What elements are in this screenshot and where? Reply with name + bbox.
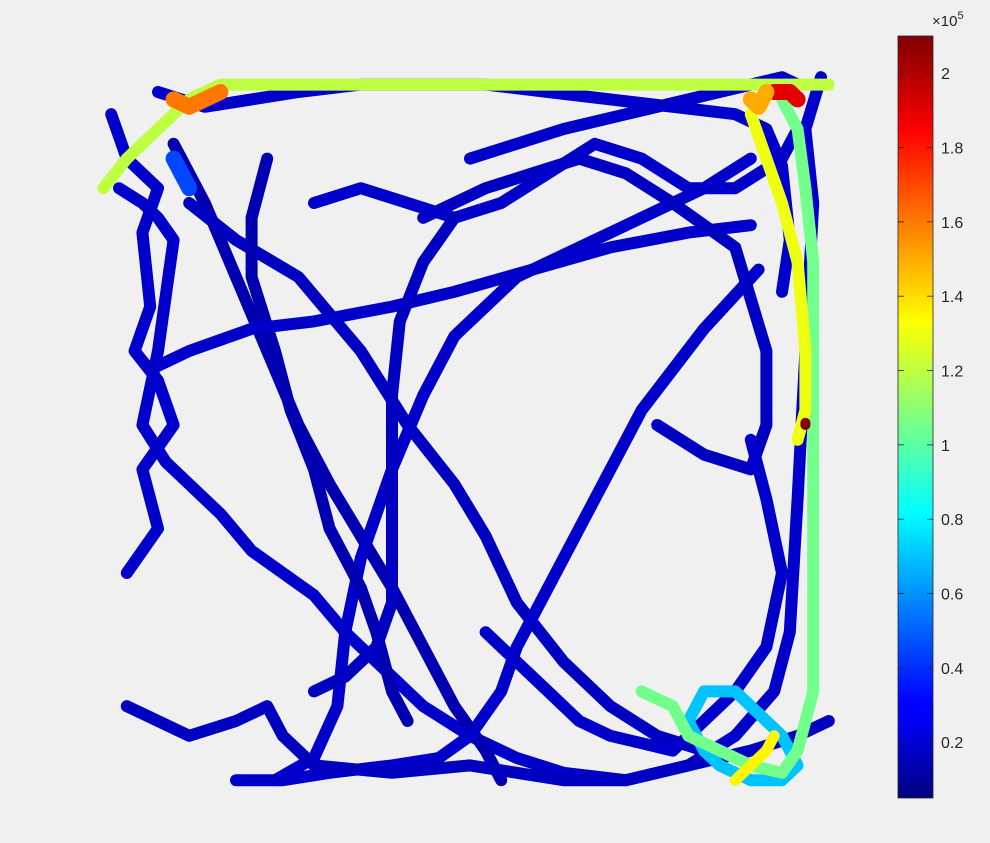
trajectory-segment-24: [165, 150, 198, 197]
colorbar-tick-label: 1: [941, 438, 950, 455]
colorbar-tick-label: 0.2: [941, 735, 963, 752]
plot-area: [97, 71, 835, 787]
colorbar-tick-label: 1.8: [941, 141, 963, 158]
colorbar-tick-label: 1.2: [941, 364, 963, 381]
trajectory-segment-1: [152, 78, 796, 298]
trajectory-segment-10: [308, 123, 804, 224]
trajectory-segment-14: [479, 433, 788, 757]
trajectory-segment-17: [635, 93, 820, 779]
trajectory-segment-3: [183, 197, 710, 757]
trajectory-segment-12: [308, 211, 461, 698]
colorbar-tick-label: 1.6: [941, 215, 963, 232]
trajectory-segment-20: [165, 84, 229, 115]
colorbar-tick-label: 0.4: [941, 661, 963, 678]
trajectory-segment-5: [269, 152, 757, 787]
trajectory-segment-19: [729, 730, 780, 786]
colorbar-exponent-label: ×105: [932, 10, 964, 30]
colorbar-tick-label: 0.8: [941, 512, 963, 529]
trajectory-segment-9: [417, 152, 773, 476]
colorbar-tick-label: 0.6: [941, 587, 963, 604]
trajectory-segment-21: [766, 84, 806, 108]
colorbar-tick-label: 2: [941, 66, 950, 83]
trajectory-segment-0: [113, 71, 827, 787]
trajectory-segment-11: [464, 71, 804, 165]
trajectory-segment-8: [152, 219, 757, 372]
trajectory-segment-7: [245, 152, 414, 727]
trajectory-segment-22: [742, 84, 775, 115]
colorbar-exponent-base: ×10: [932, 13, 957, 30]
trajectory-segment-6: [105, 108, 180, 579]
colorbar-rect: [897, 35, 934, 799]
trajectory-segment-16: [97, 78, 835, 195]
colorbar: 0.2 0.4 0.6 0.8 1 1.2 1.4 1.6 1.8 2 ×105: [897, 10, 964, 799]
trajectory-segment-18: [744, 108, 812, 446]
trajectory-segment-15: [682, 685, 804, 787]
trajectory-segment-4: [230, 263, 765, 787]
colorbar-ticks: 0.2 0.4 0.6 0.8 1 1.2 1.4 1.6 1.8 2: [898, 66, 963, 752]
colorbar-tick-label: 1.4: [941, 289, 963, 306]
colorbar-exponent-power: 5: [957, 10, 963, 22]
trajectory-segment-2: [167, 137, 508, 787]
